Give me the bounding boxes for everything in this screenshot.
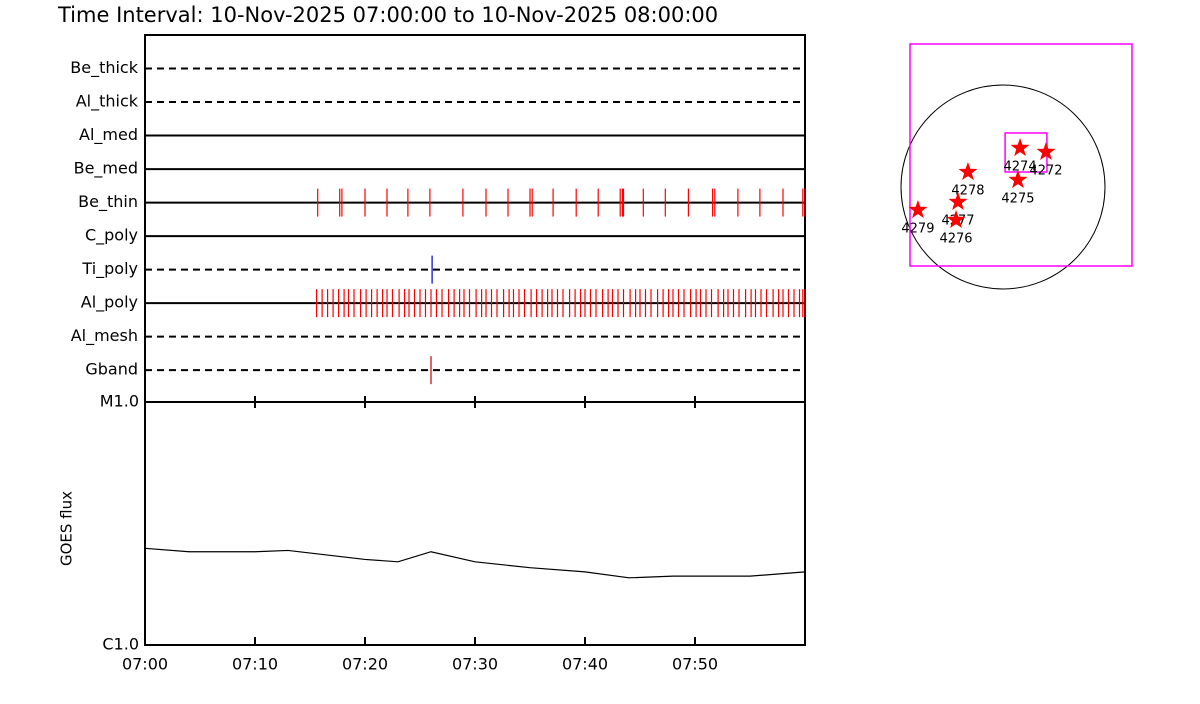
event-panel-frame: [144, 34, 806, 403]
region-marker: [1008, 169, 1028, 189]
region-label: 4274: [1004, 159, 1037, 174]
y-tick-label: C1.0: [102, 635, 139, 654]
region-marker: [948, 191, 968, 211]
region-marker: [958, 162, 978, 181]
title: Time Interval: 10-Nov-2025 07:00:00 to 1…: [57, 3, 718, 27]
x-tick-label: 07:50: [672, 655, 718, 674]
region-marker: [1010, 137, 1030, 157]
channel-label: Al_thick: [76, 92, 139, 112]
x-tick-label: 07:20: [342, 655, 388, 674]
channel-label: Al_poly: [81, 293, 138, 313]
channel-label: Be_med: [74, 159, 138, 179]
region-label: 4272: [1029, 163, 1062, 178]
x-tick-label: 07:10: [232, 655, 278, 674]
channel-label: Gband: [85, 360, 138, 379]
region-marker: [908, 200, 928, 219]
goes-line: [144, 547, 806, 579]
y-tick-label: M1.0: [100, 392, 139, 411]
solar-limb: [900, 84, 1106, 290]
region-marker: [946, 209, 966, 229]
region-label: 4276: [939, 231, 972, 246]
x-tick-label: 07:00: [122, 655, 168, 674]
channel-label: Be_thick: [70, 58, 138, 78]
region-label: 4275: [1001, 191, 1034, 206]
x-tick-label: 07:40: [562, 655, 608, 674]
channel-label: Al_mesh: [71, 326, 138, 346]
region-label: 4278: [951, 184, 984, 199]
region-label: 4279: [901, 222, 934, 237]
fov-box: [909, 43, 1133, 267]
channel-label: C_poly: [85, 226, 138, 246]
channel-label: Be_thin: [78, 192, 138, 212]
channel-label: Al_med: [79, 125, 138, 145]
region-marker: [1036, 141, 1056, 161]
y-axis-label: GOES flux: [58, 491, 76, 566]
channel-label: Ti_poly: [81, 259, 138, 279]
x-tick-label: 07:30: [452, 655, 498, 674]
goes-panel-frame: [144, 401, 806, 646]
